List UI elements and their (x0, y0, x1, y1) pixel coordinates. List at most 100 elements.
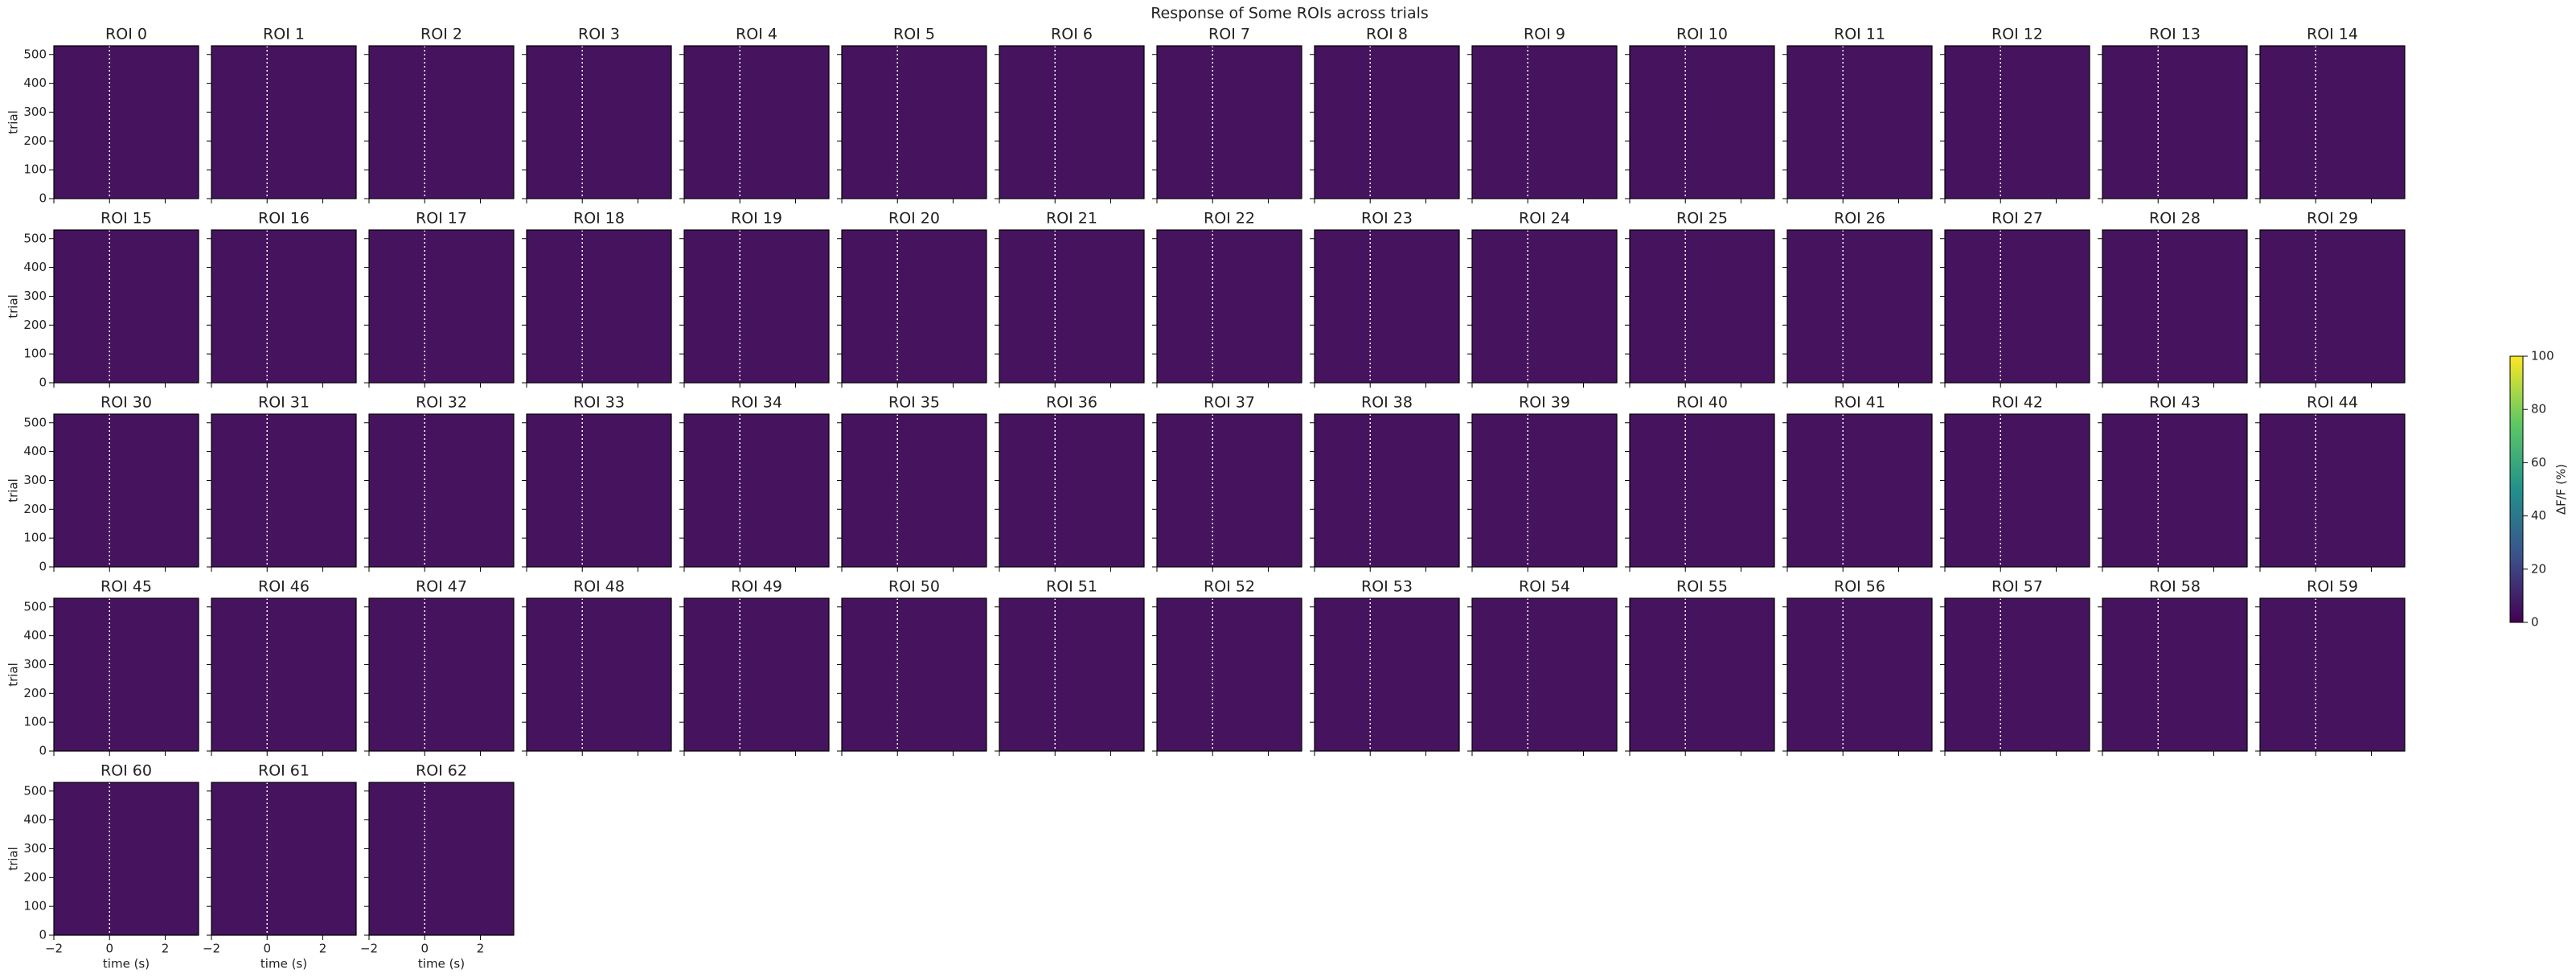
x-tick-label: 0 (263, 942, 271, 956)
panel-frame (1629, 229, 1775, 384)
heatmap (2102, 598, 2247, 751)
heatmap (1315, 414, 1459, 567)
panel-frame (368, 229, 515, 384)
heatmap (1787, 230, 1932, 383)
panel-frame (1786, 597, 1933, 752)
panel-title: ROI 14 (2307, 26, 2358, 43)
panel-title: ROI 44 (2307, 394, 2358, 412)
panel-title: ROI 7 (1208, 26, 1250, 43)
panel-frame (1944, 45, 2090, 199)
panel-title: ROI 31 (258, 394, 310, 412)
panel-title: ROI 28 (2149, 210, 2201, 228)
y-tick-label: 500 (23, 599, 47, 614)
x-tick-label: 0 (105, 942, 113, 956)
y-axis-label: trial (6, 663, 21, 687)
panel-title: ROI 56 (1834, 578, 1885, 596)
heatmap (369, 782, 514, 935)
y-tick-label: 100 (23, 899, 47, 913)
panel-frame (1156, 597, 1302, 752)
heatmap (1630, 598, 1774, 751)
panel-title: ROI 23 (1361, 210, 1413, 228)
y-tick-label: 200 (23, 686, 47, 700)
heatmap (2102, 46, 2247, 199)
heatmap (1945, 230, 2090, 383)
colorbar (2509, 355, 2524, 623)
panel-title: ROI 26 (1834, 210, 1885, 228)
heatmap (369, 46, 514, 199)
y-tick-label: 100 (23, 347, 47, 361)
figure-title: Response of Some ROIs across trials (1151, 5, 1429, 23)
panel-frame (526, 45, 672, 199)
y-tick-label: 300 (23, 105, 47, 119)
y-tick-label: 100 (23, 715, 47, 729)
y-tick-label: 100 (23, 531, 47, 545)
panel-frame (1314, 413, 1460, 568)
heatmap (684, 46, 829, 199)
heatmap (1157, 230, 1302, 383)
heatmap (2260, 230, 2405, 383)
heatmap (527, 46, 671, 199)
heatmap (369, 230, 514, 383)
x-axis-label: time (s) (260, 957, 307, 971)
y-tick-label: 500 (23, 783, 47, 798)
panel-title: ROI 3 (578, 26, 620, 43)
y-tick-label: 200 (23, 318, 47, 332)
panel-frame (2102, 45, 2248, 199)
panel-title: ROI 45 (100, 578, 152, 596)
panel-frame (1629, 413, 1775, 568)
panel-frame (1786, 229, 1933, 384)
heatmap (999, 414, 1144, 567)
panel-title: ROI 39 (1519, 394, 1570, 412)
panel-title: ROI 15 (100, 210, 152, 228)
heatmap (1630, 230, 1774, 383)
panel-title: ROI 50 (888, 578, 940, 596)
x-axis-label: time (s) (103, 957, 150, 971)
panel-frame (1944, 597, 2090, 752)
panel-frame (999, 413, 1145, 568)
panel-frame (1629, 597, 1775, 752)
y-axis-label: trial (6, 294, 21, 318)
y-tick-label: 0 (39, 191, 47, 206)
y-tick-label: 400 (23, 76, 47, 90)
colorbar-tick-label: 60 (2531, 455, 2546, 470)
panel-frame (526, 597, 672, 752)
x-tick-label: −2 (360, 942, 378, 956)
panel-frame (2259, 413, 2406, 568)
panel-title: ROI 47 (416, 578, 467, 596)
heatmap (999, 598, 1144, 751)
panel-frame (1786, 45, 1933, 199)
heatmap (1472, 414, 1617, 567)
panel-frame (2102, 229, 2248, 384)
y-tick-label: 300 (23, 657, 47, 671)
heatmap (1945, 598, 2090, 751)
panel-title: ROI 46 (258, 578, 310, 596)
heatmap (1630, 414, 1774, 567)
panel-title: ROI 57 (1991, 578, 2043, 596)
panel-frame (53, 597, 199, 752)
y-tick-label: 100 (23, 162, 47, 177)
panel-frame (1156, 229, 1302, 384)
panel-frame (53, 782, 199, 936)
panel-title: ROI 16 (258, 210, 310, 228)
panel-title: ROI 60 (100, 762, 152, 780)
panel-frame (368, 413, 515, 568)
y-tick-label: 0 (39, 744, 47, 758)
panel-title: ROI 33 (573, 394, 625, 412)
panel-frame (211, 597, 357, 752)
y-tick-label: 400 (23, 444, 47, 458)
panel-frame (841, 45, 987, 199)
panel-title: ROI 58 (2149, 578, 2201, 596)
heatmap (2102, 230, 2247, 383)
panel-title: ROI 48 (573, 578, 625, 596)
x-tick-label: −2 (203, 942, 220, 956)
panel-title: ROI 2 (420, 26, 462, 43)
panel-frame (1471, 229, 1618, 384)
panel-title: ROI 35 (888, 394, 940, 412)
y-tick-label: 0 (39, 376, 47, 390)
x-axis-label: time (s) (418, 957, 465, 971)
heatmap (527, 414, 671, 567)
heatmap (684, 598, 829, 751)
panel-title: ROI 55 (1676, 578, 1728, 596)
heatmap (684, 230, 829, 383)
